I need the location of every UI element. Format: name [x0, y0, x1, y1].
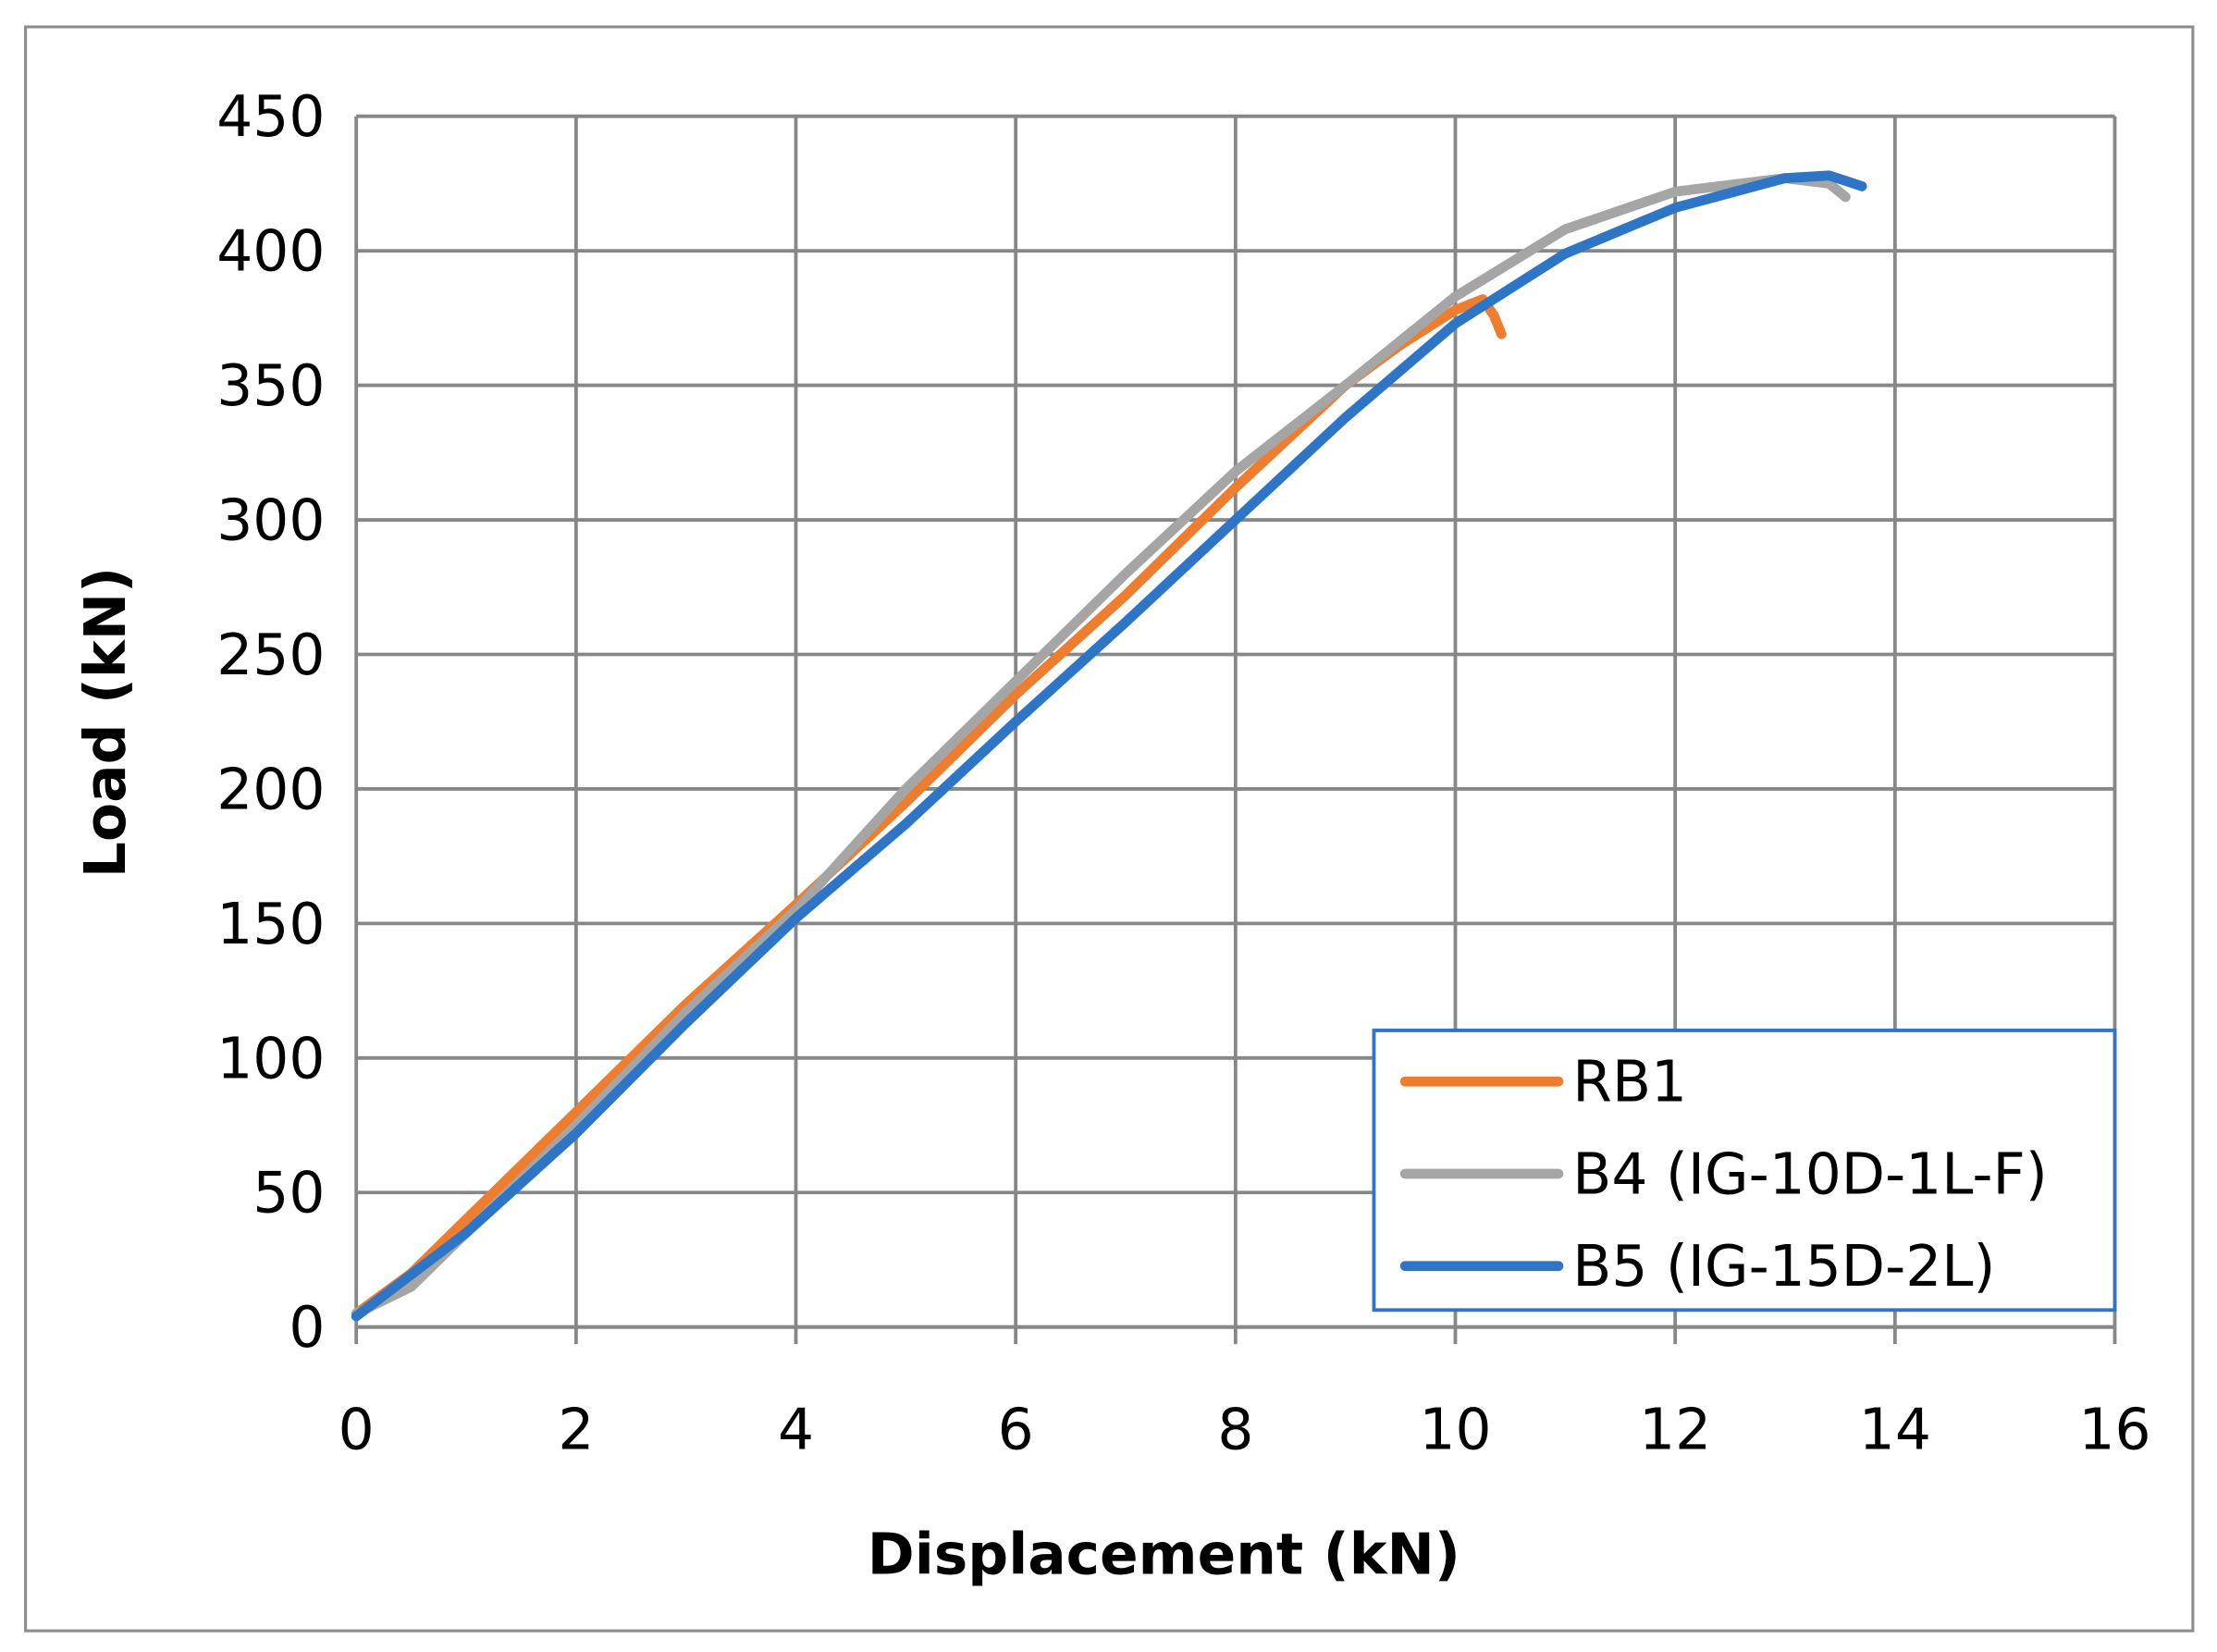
y-tick-label: 450 [216, 84, 325, 150]
legend-label: B4 (IG-10D-1L-F) [1572, 1141, 2047, 1207]
y-axis-label: Load (kN) [73, 567, 139, 878]
y-tick-label: 350 [216, 353, 325, 419]
x-tick-label: 0 [339, 1398, 375, 1463]
y-tick-label: 300 [216, 488, 325, 554]
x-tick-label: 4 [778, 1398, 814, 1463]
y-tick-label: 250 [216, 623, 325, 688]
y-tick-label: 400 [216, 219, 325, 285]
x-tick-label: 12 [1639, 1398, 1711, 1463]
y-tick-label: 150 [216, 892, 325, 957]
x-tick-label: 14 [1859, 1398, 1931, 1463]
series-line [351, 170, 1867, 1322]
chart-frame [24, 25, 2195, 1633]
legend-label: RB1 [1572, 1050, 1687, 1116]
y-tick-label: 200 [216, 757, 325, 822]
x-tick-label: 8 [1217, 1398, 1253, 1463]
x-tick-label: 16 [2078, 1398, 2150, 1463]
series-line [351, 294, 1507, 1319]
x-tick-label: 10 [1419, 1398, 1491, 1463]
x-tick-label: 2 [558, 1398, 594, 1463]
x-axis-label: Displacement (kN) [868, 1523, 1460, 1588]
y-tick-label: 50 [252, 1161, 325, 1227]
y-tick-label: 0 [289, 1295, 325, 1361]
legend-label: B5 (IG-15D-2L) [1572, 1234, 1995, 1300]
x-tick-label: 6 [998, 1398, 1034, 1463]
y-tick-label: 100 [216, 1026, 325, 1091]
